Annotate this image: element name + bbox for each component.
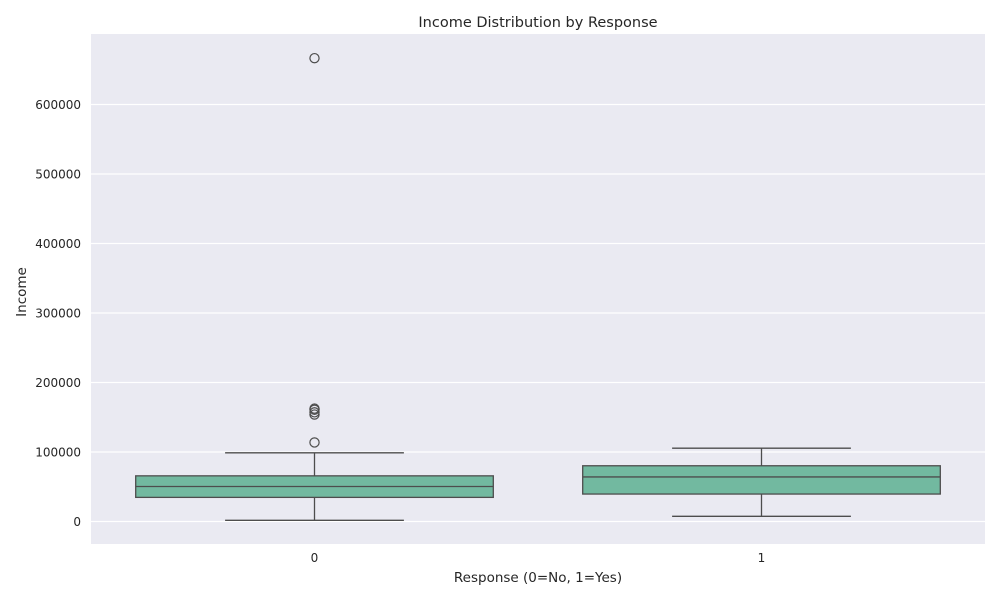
- x-tick-label: 1: [758, 551, 766, 565]
- x-tick-label: 0: [311, 551, 319, 565]
- y-tick-label: 500000: [35, 168, 81, 182]
- y-axis-label: Income: [14, 267, 30, 317]
- outlier-point: [309, 437, 320, 448]
- outlier-point: [309, 52, 320, 64]
- y-tick-label: 600000: [35, 98, 81, 112]
- box-group-1: [582, 447, 941, 517]
- x-axis-label: Response (0=No, 1=Yes): [454, 570, 622, 586]
- y-tick-label: 300000: [35, 307, 81, 321]
- boxes: [135, 52, 941, 521]
- plot-area: [91, 34, 985, 544]
- y-tick-label: 400000: [35, 237, 81, 251]
- chart-title: Income Distribution by Response: [418, 15, 657, 31]
- y-tick-label: 0: [73, 515, 81, 529]
- y-tick-label: 100000: [35, 446, 81, 460]
- gridlines: [91, 103, 985, 523]
- iqr-box: [582, 465, 941, 495]
- y-tick-labels: 0 100000 200000 300000 400000 500000 600000: [35, 98, 81, 529]
- y-tick-label: 200000: [35, 376, 81, 390]
- box-group-0: [135, 52, 494, 521]
- outlier-point: [309, 407, 320, 418]
- outlier-point: [309, 403, 320, 414]
